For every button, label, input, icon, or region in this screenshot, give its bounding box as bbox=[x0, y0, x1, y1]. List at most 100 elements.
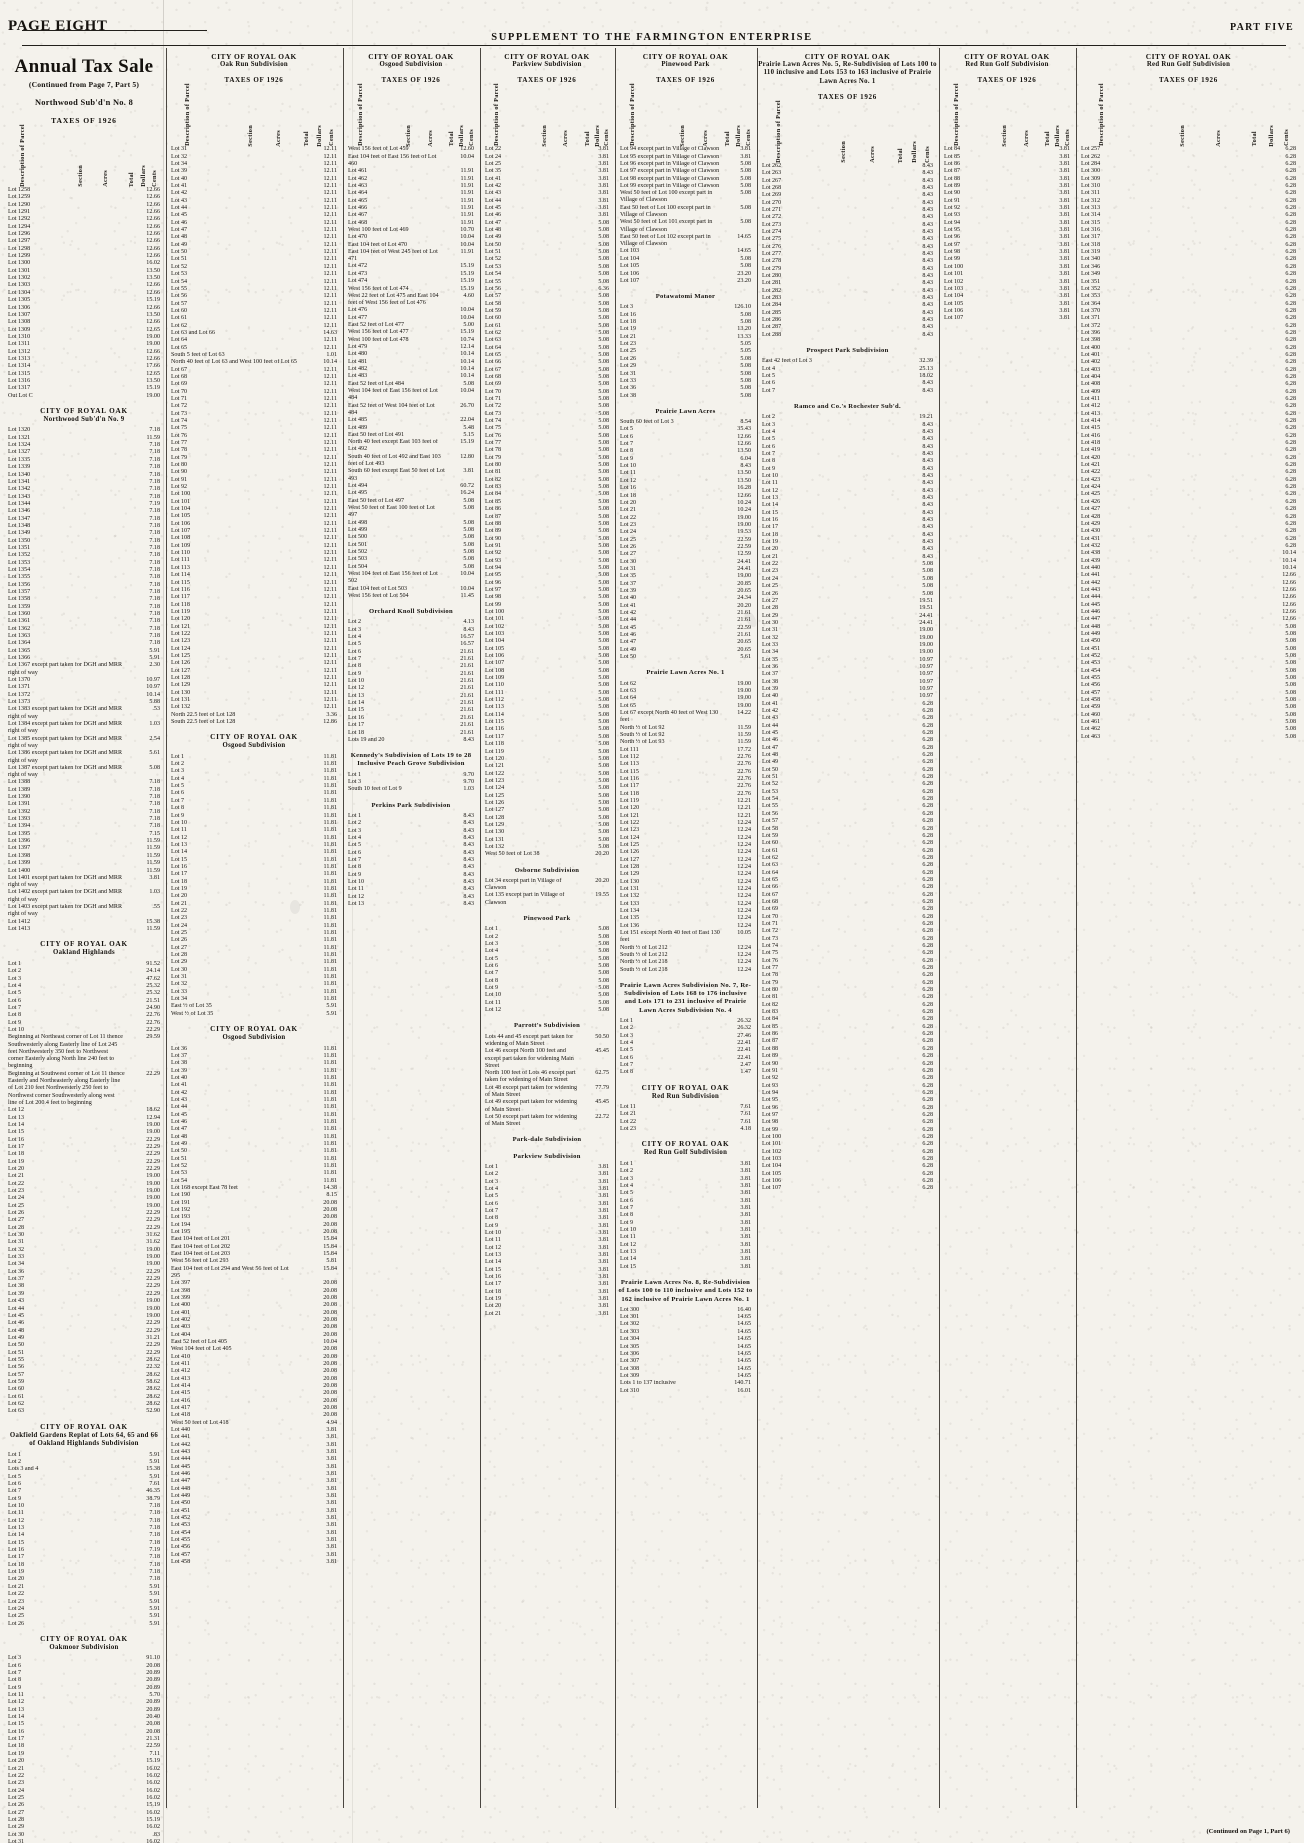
tax-entry-row[interactable]: Lot 423 6.28 bbox=[1079, 477, 1298, 484]
tax-entry-row[interactable]: Lot 28 19.51 bbox=[760, 605, 935, 612]
tax-entry-row[interactable]: Lot 49 11.81 bbox=[169, 1141, 339, 1148]
tax-entry-row[interactable]: Lot 101 3.81 bbox=[942, 271, 1072, 278]
tax-entry-row[interactable]: Lot 24 11.81 bbox=[169, 923, 339, 930]
tax-entry-row[interactable]: Lot 275 8.43 bbox=[760, 236, 935, 243]
tax-entry-row[interactable]: Lot 38 22.29 bbox=[6, 1283, 162, 1290]
tax-entry-row[interactable]: Lot 39 10.97 bbox=[760, 686, 935, 693]
tax-entry-row[interactable]: Lot 1312 12.66 bbox=[6, 349, 162, 356]
tax-entry-row[interactable]: Lot 17 21.61 bbox=[346, 722, 476, 729]
tax-entry-row[interactable]: Lot 4 16.57 bbox=[346, 634, 476, 641]
tax-entry-row[interactable]: Lot 1 8.43 bbox=[346, 813, 476, 820]
tax-entry-row[interactable]: Lot 6 3.81 bbox=[618, 1198, 753, 1205]
tax-entry-row[interactable]: Lot 23 4.18 bbox=[618, 1126, 753, 1133]
tax-entry-row[interactable]: Lot 13 8.43 bbox=[346, 901, 476, 908]
tax-entry-row[interactable]: Lot 88 5.08 bbox=[483, 521, 611, 528]
tax-entry-row[interactable]: Lot 14 21.61 bbox=[346, 700, 476, 707]
tax-entry-row[interactable]: Lot 1361 7.18 bbox=[6, 618, 162, 625]
tax-entry-row[interactable]: East 52 feet of Lot 484 5.08 bbox=[346, 381, 476, 388]
tax-entry-row[interactable]: Lot 105 3.81 bbox=[942, 301, 1072, 308]
tax-entry-row[interactable]: West ½ of Lot 35 5.91 bbox=[169, 1011, 339, 1018]
tax-entry-row[interactable]: Lot 97 5.08 bbox=[483, 587, 611, 594]
tax-entry-row[interactable]: Lot 23 16.02 bbox=[6, 1780, 162, 1787]
tax-entry-row[interactable]: Lot 1314 17.66 bbox=[6, 363, 162, 370]
tax-entry-row[interactable]: Lot 22 11.81 bbox=[169, 908, 339, 915]
tax-entry-row[interactable]: Lot 39 12.11 bbox=[169, 168, 339, 175]
tax-entry-row[interactable]: Lot 34 except part in Village of Clawson… bbox=[483, 878, 611, 893]
tax-entry-row[interactable]: Lot 463 5.08 bbox=[1079, 734, 1298, 741]
tax-entry-row[interactable]: Lot 309 14.65 bbox=[618, 1373, 753, 1380]
tax-entry-row[interactable]: Lot 447 3.81 bbox=[169, 1478, 339, 1485]
tax-entry-row[interactable]: Lot 302 14.65 bbox=[618, 1321, 753, 1328]
tax-entry-row[interactable]: Lot 61 12.11 bbox=[169, 315, 339, 322]
tax-entry-row[interactable]: Lot 53 6.28 bbox=[760, 789, 935, 796]
tax-entry-row[interactable]: Lot 31 5.08 bbox=[618, 371, 753, 378]
tax-entry-row[interactable]: Lot 26 15.19 bbox=[6, 1802, 162, 1809]
tax-entry-row[interactable]: Lot 101 12.11 bbox=[169, 499, 339, 506]
tax-entry-row[interactable]: Lot 1297 12.66 bbox=[6, 238, 162, 245]
tax-entry-row[interactable]: Lot 1290 12.66 bbox=[6, 202, 162, 209]
tax-entry-row[interactable]: Lot 33 19.00 bbox=[6, 1254, 162, 1261]
tax-entry-row[interactable]: Lot 413 20.08 bbox=[169, 1376, 339, 1383]
tax-entry-row[interactable]: Lot 412 6.28 bbox=[1079, 403, 1298, 410]
tax-entry-row[interactable]: Lot 398 20.08 bbox=[169, 1288, 339, 1295]
tax-entry-row[interactable]: Lot 16 22.29 bbox=[6, 1137, 162, 1144]
tax-entry-row[interactable]: Lot 126 12.11 bbox=[169, 660, 339, 667]
tax-entry-row[interactable]: Lot 419 6.28 bbox=[1079, 447, 1298, 454]
tax-entry-row[interactable]: Lot 59 5.08 bbox=[483, 308, 611, 315]
tax-entry-row[interactable]: Lot 314 6.28 bbox=[1079, 212, 1298, 219]
tax-entry-row[interactable]: Lot 6 12.66 bbox=[618, 434, 753, 441]
tax-entry-row[interactable]: Lot 67 5.08 bbox=[483, 367, 611, 374]
tax-entry-row[interactable]: Lot 15 3.81 bbox=[618, 1264, 753, 1271]
tax-entry-row[interactable]: Lot 4 8.43 bbox=[346, 835, 476, 842]
tax-entry-row[interactable]: Lot 1389 7.18 bbox=[6, 787, 162, 794]
tax-entry-row[interactable]: Lot 68 6.28 bbox=[760, 899, 935, 906]
tax-entry-row[interactable]: Lot 94 6.28 bbox=[760, 1090, 935, 1097]
tax-entry-row[interactable]: Lot 130 12.24 bbox=[618, 879, 753, 886]
tax-entry-row[interactable]: Lot 47 20.65 bbox=[618, 639, 753, 646]
tax-entry-row[interactable]: Lot 4 3.81 bbox=[483, 1186, 611, 1193]
tax-entry-row[interactable]: Lot 1352 7.18 bbox=[6, 552, 162, 559]
tax-entry-row[interactable]: Lot 1 11.81 bbox=[169, 754, 339, 761]
tax-entry-row[interactable]: Lot 131 12.11 bbox=[169, 697, 339, 704]
tax-entry-row[interactable]: Lot 464 11.91 bbox=[346, 190, 476, 197]
tax-entry-row[interactable]: Lot 1315 12.65 bbox=[6, 371, 162, 378]
tax-entry-row[interactable]: West 22 feet of Lot 475 and East 104 fee… bbox=[346, 293, 476, 308]
tax-entry-row[interactable]: Lot 117 12.11 bbox=[169, 594, 339, 601]
tax-entry-row[interactable]: Lot 263 8.43 bbox=[760, 170, 935, 177]
tax-entry-row[interactable]: Lot 418 20.08 bbox=[169, 1412, 339, 1419]
tax-entry-row[interactable]: Lot 3 8.43 bbox=[346, 627, 476, 634]
tax-entry-row[interactable]: Lot 28 22.29 bbox=[6, 1225, 162, 1232]
tax-entry-row[interactable]: Lot 93 5.08 bbox=[483, 558, 611, 565]
tax-entry-row[interactable]: Lot 20 10.24 bbox=[618, 500, 753, 507]
tax-entry-row[interactable]: Lot 67 12.11 bbox=[169, 367, 339, 374]
tax-entry-row[interactable]: Lot 1341 7.18 bbox=[6, 479, 162, 486]
tax-entry-row[interactable]: Lot 402 20.08 bbox=[169, 1317, 339, 1324]
tax-entry-row[interactable]: Lot 1373 5.88 bbox=[6, 699, 162, 706]
tax-entry-row[interactable]: Lot 1302 13.50 bbox=[6, 275, 162, 282]
tax-entry-row[interactable]: Lot 21 7.61 bbox=[618, 1111, 753, 1118]
tax-entry-row[interactable]: Lot 89 5.08 bbox=[483, 528, 611, 535]
tax-entry-row[interactable]: Lot 35 3.81 bbox=[483, 168, 611, 175]
tax-entry-row[interactable]: Lot 306 14.65 bbox=[618, 1351, 753, 1358]
tax-entry-row[interactable]: Lot 116 22.76 bbox=[618, 776, 753, 783]
tax-entry-row[interactable]: Lot 90 5.08 bbox=[483, 536, 611, 543]
tax-entry-row[interactable]: Lot 64 6.28 bbox=[760, 870, 935, 877]
tax-entry-row[interactable]: Lot 461 5.08 bbox=[1079, 719, 1298, 726]
tax-entry-row[interactable]: Lot 272 8.43 bbox=[760, 214, 935, 221]
tax-entry-row[interactable]: Lot 83 6.28 bbox=[760, 1009, 935, 1016]
tax-entry-row[interactable]: Lot 93 6.28 bbox=[760, 1083, 935, 1090]
tax-entry-row[interactable]: Lot 37 22.29 bbox=[6, 1276, 162, 1283]
tax-entry-row[interactable]: Lot 364 6.28 bbox=[1079, 301, 1298, 308]
tax-entry-row[interactable]: Lot 257 6.28 bbox=[1079, 146, 1298, 153]
tax-entry-row[interactable]: Lot 441 3.81 bbox=[169, 1434, 339, 1441]
tax-entry-row[interactable]: Lot 420 6.28 bbox=[1079, 455, 1298, 462]
tax-entry-row[interactable]: Lot 56 22.32 bbox=[6, 1364, 162, 1371]
tax-entry-row[interactable]: Lot 1298 12.66 bbox=[6, 246, 162, 253]
tax-entry-row[interactable]: Lot 17 8.43 bbox=[760, 524, 935, 531]
tax-entry-row[interactable]: Lot 417 20.08 bbox=[169, 1405, 339, 1412]
tax-entry-row[interactable]: Lot 1 26.32 bbox=[618, 1018, 753, 1025]
tax-entry-row[interactable]: Lot 39 20.65 bbox=[618, 588, 753, 595]
tax-entry-row[interactable]: Lot 17 3.81 bbox=[483, 1281, 611, 1288]
tax-entry-row[interactable]: Lot 442 12.66 bbox=[1079, 580, 1298, 587]
tax-entry-row[interactable]: Lot 8 1.47 bbox=[618, 1069, 753, 1076]
